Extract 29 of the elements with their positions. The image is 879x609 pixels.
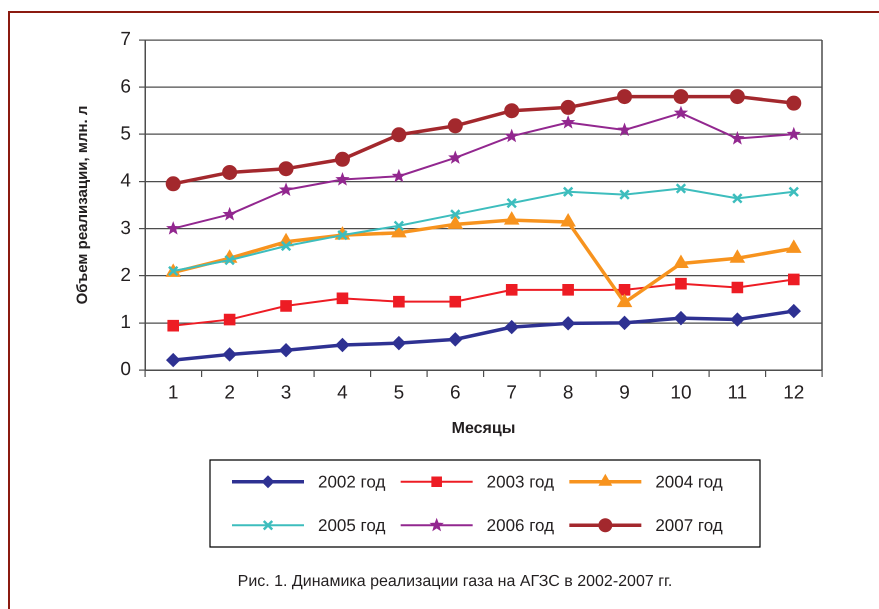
y-tick-label: 2: [120, 264, 131, 286]
y-tick-label: 3: [120, 218, 131, 239]
legend-label: 2007 год: [655, 516, 723, 535]
y-tick-label: 4: [120, 170, 132, 192]
legend-label: 2002 год: [318, 472, 386, 492]
x-axis-title: Месяцы: [452, 420, 516, 437]
legend-label: 2005 год: [318, 516, 386, 535]
legend-label: 2003 год: [486, 472, 554, 492]
y-tick-label: 5: [120, 124, 131, 145]
y-tick-label: 1: [120, 312, 131, 334]
x-tick-label: 3: [280, 382, 292, 404]
x-tick-label: 4: [337, 382, 348, 404]
x-tick-label: 6: [450, 382, 461, 404]
legend-label: 2006 год: [486, 516, 554, 535]
x-tick-label: 1: [168, 382, 178, 404]
y-tick-label: 6: [120, 76, 131, 98]
x-tick-label: 8: [562, 382, 574, 404]
x-tick-label: 5: [394, 382, 404, 404]
legend-label: 2004 год: [655, 472, 723, 492]
x-tick-label: 12: [783, 382, 804, 404]
x-tick-label: 10: [670, 382, 692, 404]
text: Рис. 1. Динамика реализации газа на АГЗС в 2002-2007 гг.: [238, 572, 672, 592]
x-tick-label: 7: [506, 382, 517, 404]
y-tick-label: 0: [120, 359, 131, 380]
y-axis-title: Объем реализации, млн. л: [74, 106, 92, 304]
x-tick-label: 2: [224, 382, 235, 404]
x-tick-label: 9: [619, 382, 630, 404]
x-tick-label: 11: [728, 382, 748, 404]
y-tick-label: 7: [120, 29, 131, 50]
